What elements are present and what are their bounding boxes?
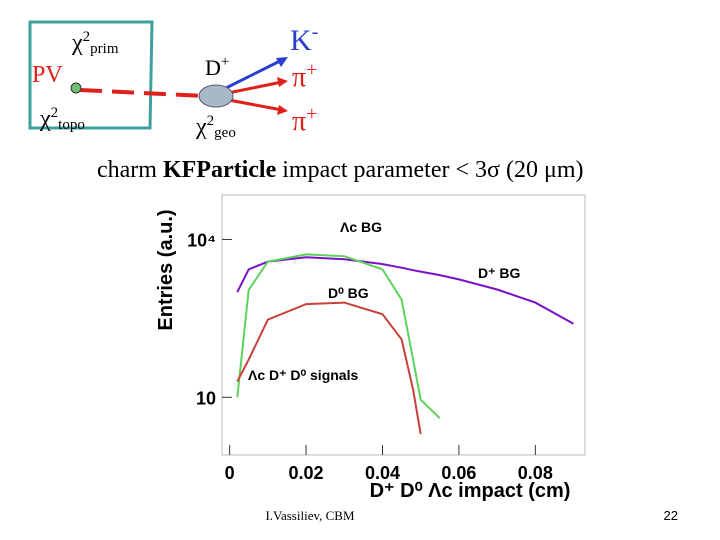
symbol: π (292, 62, 306, 93)
sup: + (306, 59, 317, 81)
sup: 2 (83, 29, 91, 45)
k-minus: K- (290, 21, 318, 57)
x-tick-label: 0.04 (365, 463, 400, 483)
annotation: Λc BG (340, 219, 382, 235)
sup: - (312, 21, 319, 43)
sup: + (221, 54, 229, 70)
sub: geo (214, 125, 236, 141)
symbol: χ (71, 30, 83, 56)
pi-plus: π+ (292, 103, 317, 137)
symbol: D (205, 55, 221, 80)
caption-part: impact parameter < 3σ (20 μm) (276, 157, 583, 183)
arrow-head (277, 105, 288, 115)
sup: + (306, 103, 317, 125)
annotation: Λc D⁺ D⁰ signals (248, 367, 358, 383)
annotation: D⁺ BG (478, 265, 521, 281)
plot-frame (221, 194, 586, 456)
author: I.Vassiliev, CBM (265, 508, 355, 523)
y-tick-label: 10 (196, 388, 216, 408)
series-line (236, 253, 441, 419)
symbol: χ (39, 106, 51, 132)
symbol: K (290, 24, 312, 57)
chi-geo: χ2geo (195, 113, 236, 141)
symbol: π (292, 106, 306, 137)
series-line (236, 301, 422, 435)
sup: 2 (207, 113, 215, 129)
x-tick-label: 0.06 (441, 463, 476, 483)
chi-topo: χ2topo (39, 105, 85, 133)
decay-vertex (198, 84, 234, 108)
arrow-head (277, 77, 288, 87)
vertex-box (28, 20, 154, 130)
chi-prim: χ2prim (71, 29, 119, 57)
x-tick-label: 0.02 (289, 463, 324, 483)
x-tick-label: 0.08 (518, 463, 553, 483)
x-axis-label: D⁺ D⁰ Λc impact (cm) (370, 480, 571, 502)
d-plus: D+ (205, 54, 229, 80)
pv-label: PV (32, 62, 63, 88)
caption-part: charm (97, 157, 163, 183)
y-tick-label: 10⁴ (187, 230, 216, 250)
arrow-head (276, 57, 288, 67)
caption: charm KFParticle impact parameter < 3σ (… (97, 157, 583, 183)
sub: prim (90, 41, 119, 57)
sup: 2 (51, 105, 59, 121)
decay-track (79, 88, 206, 98)
y-axis-label: Entries (a.u.) (155, 209, 177, 330)
kaon-track (217, 58, 283, 94)
page-number: 22 (664, 508, 678, 523)
pi-plus: π+ (292, 59, 317, 93)
x-tick-label: 0 (225, 463, 235, 483)
symbol: χ (195, 114, 207, 140)
primary-vertex (70, 82, 82, 94)
sub: topo (58, 117, 85, 133)
annotation: D⁰ BG (328, 285, 369, 301)
caption-part: KFParticle (163, 157, 277, 183)
series-line (236, 256, 574, 325)
